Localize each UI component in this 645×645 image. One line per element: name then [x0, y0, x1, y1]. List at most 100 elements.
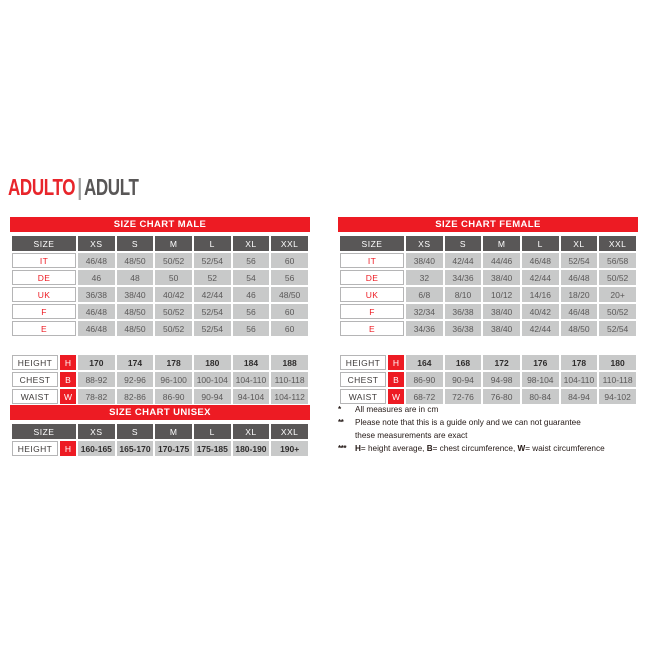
header-cell-xxl: XXL	[271, 236, 308, 251]
row-label-e: E	[340, 321, 404, 336]
data-cell: 86-90	[406, 372, 443, 387]
header-cell-size: SIZE	[12, 424, 76, 439]
row-label-uk: UK	[340, 287, 404, 302]
data-cell: 14/16	[521, 287, 559, 302]
row-label-chest: CHEST	[12, 372, 58, 387]
row-label-f: F	[12, 304, 76, 319]
note-text-continuation: these measurements are exact	[355, 431, 468, 440]
data-cell: 180-190	[232, 441, 270, 456]
data-cell: 184	[232, 355, 270, 370]
note-text: Please note that this is a guide only an…	[355, 418, 581, 427]
data-cell: 170-175	[155, 441, 192, 456]
data-cell: 82-86	[116, 389, 154, 404]
data-cell: 34/36	[444, 270, 482, 285]
table-row: F 46/48 48/50 50/52 52/54 56 60	[12, 304, 308, 319]
data-cell: 50/52	[155, 304, 192, 319]
data-cell: 94-98	[483, 372, 520, 387]
data-cell: 178	[560, 355, 598, 370]
row-label-e: E	[12, 321, 76, 336]
chart-table-male: SIZE XS S M L XL XXL IT 46/48 48/50 50/52 52/54 56 60…	[10, 234, 310, 406]
table-row: HEIGHT H 160-165 165-170 170-175 175-185 180-1…	[12, 441, 308, 456]
data-cell: 90-94	[193, 389, 231, 404]
data-cell: 40/42	[521, 304, 559, 319]
note-item: ** Please note that this is a guide only …	[338, 416, 638, 429]
row-key-h: H	[60, 355, 76, 370]
data-cell: 78-82	[78, 389, 115, 404]
row-key-h: H	[60, 441, 76, 456]
data-cell: 86-90	[155, 389, 192, 404]
row-label-waist: WAIST	[12, 389, 58, 404]
data-cell: 68-72	[406, 389, 443, 404]
data-cell: 48/50	[116, 253, 154, 268]
data-cell: 170	[78, 355, 115, 370]
data-cell: 94-104	[232, 389, 270, 404]
chart-table-unisex: SIZE XS S M L XL XXL HEIGHT H 160-165 165-170 170-1…	[10, 422, 310, 458]
page-title: ADULTO|ADULT	[8, 176, 139, 199]
data-cell: 36/38	[444, 304, 482, 319]
data-cell: 46/48	[78, 321, 115, 336]
data-cell: 44/46	[483, 253, 520, 268]
data-cell: 56/58	[599, 253, 636, 268]
data-cell: 188	[271, 355, 308, 370]
table-row: DE 32 34/36 38/40 42/44 46/48 50/52	[340, 270, 636, 285]
data-cell: 76-80	[483, 389, 520, 404]
page-title-primary: ADULTO	[8, 174, 76, 200]
data-cell: 52	[193, 270, 231, 285]
row-label-de: DE	[12, 270, 76, 285]
data-cell: 54	[232, 270, 270, 285]
data-cell: 20+	[599, 287, 636, 302]
data-cell: 38/40	[483, 304, 520, 319]
row-label-height: HEIGHT	[12, 441, 58, 456]
data-cell: 56	[232, 253, 270, 268]
note-marker: *	[338, 405, 341, 414]
page-title-secondary: ADULT	[83, 174, 139, 200]
header-cell-m: M	[483, 236, 520, 251]
data-cell: 36/38	[444, 321, 482, 336]
data-cell: 50	[155, 270, 192, 285]
data-cell: 46	[232, 287, 270, 302]
table-header-row: SIZE XS S M L XL XXL	[12, 424, 308, 439]
size-chart-female: SIZE CHART FEMALE SIZE XS S M L XL XXL IT 38/40 42…	[338, 217, 638, 406]
table-row: UK 36/38 38/40 40/42 42/44 46 48/50	[12, 287, 308, 302]
data-cell: 46	[78, 270, 115, 285]
data-cell: 48/50	[560, 321, 598, 336]
data-cell: 38/40	[406, 253, 443, 268]
data-cell: 52/54	[560, 253, 598, 268]
data-cell: 178	[155, 355, 192, 370]
data-cell: 80-84	[521, 389, 559, 404]
header-cell-xl: XL	[560, 236, 598, 251]
row-label-uk: UK	[12, 287, 76, 302]
header-cell-s: S	[116, 236, 154, 251]
data-cell: 176	[521, 355, 559, 370]
header-cell-size: SIZE	[340, 236, 404, 251]
data-cell: 96-100	[155, 372, 192, 387]
data-cell: 52/54	[193, 304, 231, 319]
data-cell: 52/54	[193, 253, 231, 268]
header-cell-xxl: XXL	[599, 236, 636, 251]
data-cell: 180	[193, 355, 231, 370]
row-label-height: HEIGHT	[12, 355, 58, 370]
data-cell: 32	[406, 270, 443, 285]
data-cell: 50/52	[155, 321, 192, 336]
notes-block: * All measures are in cm ** Please note tha…	[338, 403, 638, 455]
data-cell: 165-170	[116, 441, 154, 456]
data-cell: 50/52	[155, 253, 192, 268]
data-cell: 174	[116, 355, 154, 370]
header-cell-m: M	[155, 424, 192, 439]
row-label-it: IT	[340, 253, 404, 268]
data-cell: 42/44	[193, 287, 231, 302]
data-cell: 90-94	[444, 372, 482, 387]
note-item: *** H= height average, B= chest circumfer…	[338, 442, 638, 455]
table-row: E 46/48 48/50 50/52 52/54 56 60	[12, 321, 308, 336]
header-cell-xxl: XXL	[271, 424, 308, 439]
data-cell: 18/20	[560, 287, 598, 302]
table-row: CHEST B 86-90 90-94 94-98 98-104 104-110 110-11…	[340, 372, 636, 387]
data-cell: 50/52	[599, 304, 636, 319]
table-row: WAIST W 68-72 72-76 76-80 80-84 84-94 94-102	[340, 389, 636, 404]
data-cell: 60	[271, 304, 308, 319]
data-cell: 38/40	[483, 321, 520, 336]
data-cell: 180	[599, 355, 636, 370]
data-cell: 168	[444, 355, 482, 370]
table-row: HEIGHT H 170 174 178 180 184 188	[12, 355, 308, 370]
table-row: F 32/34 36/38 38/40 40/42 46/48 50/52	[340, 304, 636, 319]
